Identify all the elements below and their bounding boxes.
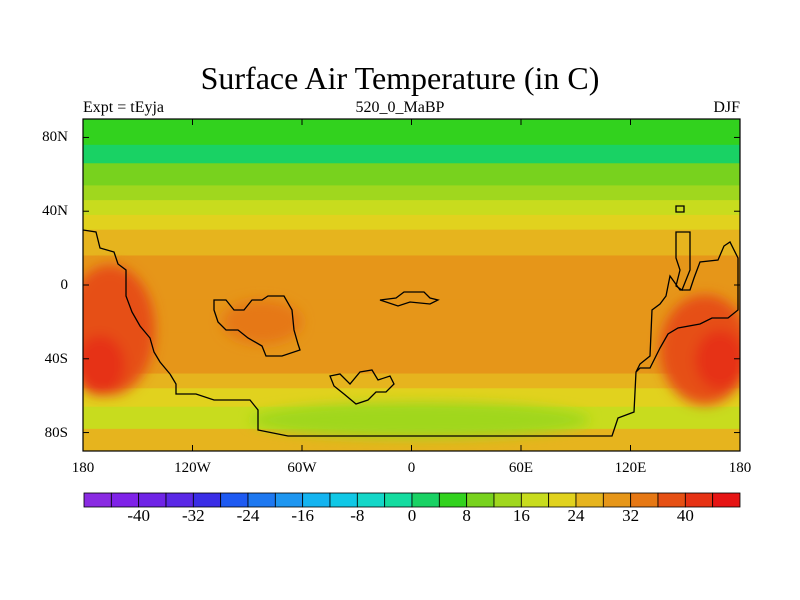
experiment-label: Expt = tEyja — [83, 99, 165, 116]
small-island-outline — [675, 205, 685, 213]
regional-warm-patches — [83, 265, 740, 438]
lat-tick-label: 0 — [60, 277, 69, 293]
temperature-band-1 — [83, 144, 740, 164]
temperature-band-6 — [83, 229, 740, 256]
lon-tick-label: 180 — [728, 460, 752, 476]
continent-outlines — [83, 205, 739, 437]
colorbar-swatch — [411, 492, 440, 508]
colorbar-swatch — [575, 492, 604, 508]
temperature-band-13 — [83, 428, 740, 451]
lat-tick-label: 80N — [42, 129, 68, 146]
colorbar-tick-label: -32 — [181, 506, 205, 525]
colorbar-tick-label: 40 — [676, 506, 694, 525]
colorbar-tick-label: 8 — [462, 506, 471, 525]
colorbar-swatch — [712, 492, 741, 508]
colorbar-tick-label: 0 — [407, 506, 417, 525]
colorbar-swatch — [165, 492, 194, 508]
colorbar-swatch — [83, 492, 112, 508]
temperature-field — [83, 119, 740, 451]
colorbar-tick-label: -8 — [350, 506, 365, 525]
lon-tick-label: 0 — [407, 460, 416, 476]
temperature-band-7 — [83, 255, 740, 301]
colorbar-swatch — [220, 492, 249, 508]
west-coast-outline — [83, 229, 171, 375]
colorbar-swatch — [138, 492, 167, 508]
colorbar-tick-label: 24 — [567, 506, 585, 525]
lon-tick-label: 60E — [508, 460, 534, 476]
lon-tick-label: 180 — [71, 460, 95, 476]
zonal-bands — [83, 119, 740, 451]
colorbar-swatch — [520, 492, 550, 508]
colorbar-swatch — [493, 492, 522, 508]
gondwana-outline — [169, 241, 739, 437]
chart-title: Surface Air Temperature (in C) — [200, 60, 600, 96]
map-tick-marks — [82, 119, 741, 451]
lon-tick-label: 120E — [614, 460, 647, 476]
colorbar-tick-label: -40 — [127, 506, 150, 525]
colorbar-swatch — [356, 492, 386, 508]
colorbar-swatch — [466, 492, 495, 508]
colorbar-swatch — [657, 492, 686, 508]
period-label: 520_0_MaBP — [355, 99, 445, 116]
colorbar-swatch — [302, 492, 331, 508]
temperature-band-5 — [83, 214, 740, 231]
lat-tick-label: 40N — [42, 203, 68, 220]
temperature-band-2 — [83, 163, 740, 186]
colorbar-swatch — [192, 492, 222, 508]
colorbar-swatch — [247, 492, 276, 508]
temperature-band-11 — [83, 388, 740, 408]
colorbar-swatch — [274, 492, 304, 508]
east-hot-core — [695, 330, 740, 390]
temperature-band-3 — [83, 185, 740, 201]
lat-tick-label: 40S — [44, 350, 68, 367]
colorbar-swatch — [438, 492, 468, 508]
temperature-band-10 — [83, 373, 740, 389]
central-landmass-outline — [213, 295, 301, 357]
colorbar-swatch — [684, 492, 714, 508]
colorbar-tick-label: -16 — [291, 506, 314, 525]
equatorial-island-outline — [379, 291, 440, 307]
southern-cool-zone — [250, 402, 590, 438]
colorbar-tick-label: 16 — [512, 506, 530, 525]
season-label: DJF — [713, 99, 740, 116]
eastern-peninsula-outline — [675, 231, 691, 291]
colorbar-swatch — [329, 492, 358, 508]
west-hot-core — [83, 335, 125, 395]
colorbar — [83, 492, 741, 508]
temperature-band-9 — [83, 332, 740, 375]
temperature-band-4 — [83, 200, 740, 216]
colorbar-tick-label: -24 — [236, 506, 260, 525]
island-cluster-outline — [329, 369, 395, 405]
lon-tick-label: 60W — [287, 460, 317, 476]
colorbar-swatch — [548, 492, 577, 508]
colorbar-swatch — [384, 492, 413, 508]
colorbar-swatch — [110, 492, 140, 508]
lon-tick-label: 120W — [174, 460, 211, 476]
colorbar-tick-label: 32 — [622, 506, 640, 525]
temperature-band-8 — [83, 299, 740, 334]
colorbar-swatch — [602, 492, 632, 508]
colorbar-swatch — [630, 492, 659, 508]
lat-tick-label: 80S — [44, 424, 68, 441]
